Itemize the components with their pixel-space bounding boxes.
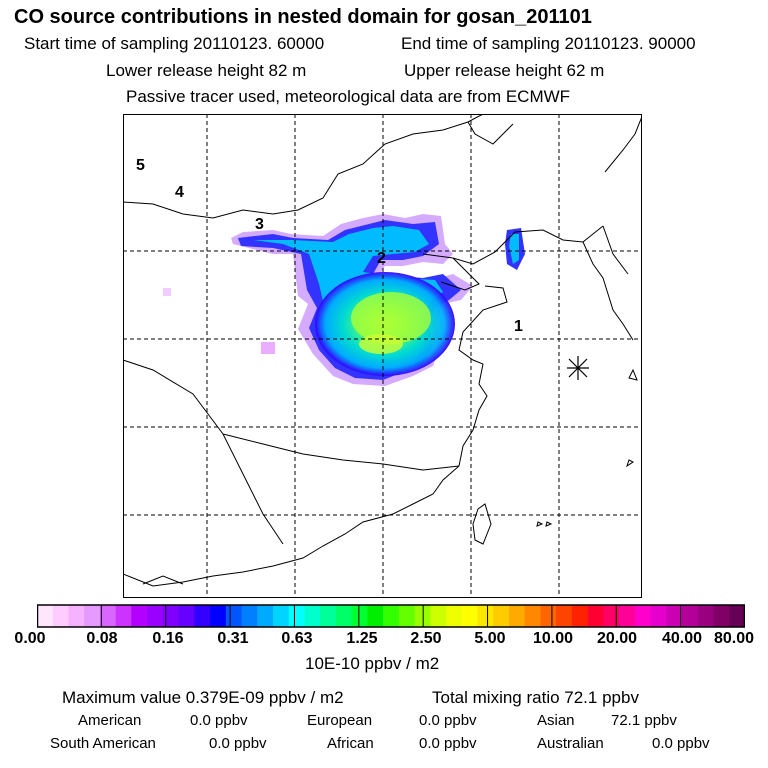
colorbar-label: 0.63 <box>281 630 313 647</box>
colorbar-swatch <box>131 605 148 627</box>
colorbar-swatch <box>713 605 730 627</box>
south-american-label: South American <box>50 735 156 752</box>
colorbar-swatch <box>571 605 589 627</box>
colorbar-label: 0.00 <box>14 630 46 647</box>
map-frame <box>123 114 642 598</box>
european-value: 0.0 ppbv <box>419 712 477 729</box>
colorbar-swatch <box>603 605 620 627</box>
european-label: European <box>307 712 373 729</box>
colorbar-label: 20.00 <box>596 630 638 647</box>
colorbar-swatch <box>697 605 715 627</box>
trajectory-marker-4: 4 <box>175 184 184 201</box>
colorbar-label: 40.00 <box>661 630 703 647</box>
colorbar-swatch <box>162 605 180 627</box>
colorbar-swatch <box>68 605 85 627</box>
colorbar-swatch <box>304 605 321 627</box>
trajectory-marker-2: 2 <box>377 250 386 267</box>
colorbar-swatch <box>210 605 227 627</box>
colorbar-swatch <box>147 605 164 627</box>
trajectory-marker-1: 1 <box>514 318 523 335</box>
australian-label: Australian <box>537 735 604 752</box>
colorbar-swatch <box>367 605 384 627</box>
african-value: 0.0 ppbv <box>419 735 477 752</box>
colorbar-swatch <box>430 605 447 627</box>
colorbar-label: 0.08 <box>86 630 118 647</box>
colorbar-swatch <box>619 605 636 627</box>
colorbar-swatch <box>383 605 400 627</box>
colorbar-swatch <box>320 605 337 627</box>
colorbar-label: 1.25 <box>346 630 378 647</box>
colorbar-swatch <box>524 605 541 627</box>
african-label: African <box>327 735 374 752</box>
colorbar-swatch <box>446 605 463 627</box>
colorbar-label: 0.16 <box>152 630 184 647</box>
map-panel: 1 2 3 4 5 <box>123 114 642 598</box>
colorbar <box>37 604 745 628</box>
colorbar-swatch <box>634 605 652 627</box>
colorbar-swatch <box>273 605 290 627</box>
south-american-value: 0.0 ppbv <box>209 735 267 752</box>
colorbar-label: 0.31 <box>217 630 249 647</box>
american-label: American <box>78 712 142 729</box>
colorbar-swatch <box>194 605 211 627</box>
australian-value: 0.0 ppbv <box>652 735 710 752</box>
colorbar-swatch <box>461 605 479 627</box>
colorbar-swatch <box>729 605 745 627</box>
concentration-field <box>163 214 525 386</box>
trajectory-marker-5: 5 <box>136 157 145 174</box>
colorbar-swatch <box>477 605 494 627</box>
end-time: End time of sampling 20110123. 90000 <box>401 34 696 53</box>
colorbar-label: 80.00 <box>713 630 755 647</box>
colorbar-swatch <box>84 605 101 627</box>
colorbar-swatch <box>225 605 243 627</box>
colorbar-swatch <box>288 605 305 627</box>
receptor-star-icon <box>567 356 589 380</box>
colorbar-label: 2.50 <box>410 630 442 647</box>
colorbar-swatch <box>682 605 699 627</box>
colorbar-label: 10.00 <box>532 630 574 647</box>
asian-label: Asian <box>537 712 575 729</box>
colorbar-swatch <box>493 605 510 627</box>
colorbar-swatch <box>335 605 353 627</box>
asian-value: 72.1 ppbv <box>611 712 677 729</box>
colorbar-swatch <box>178 605 195 627</box>
colorbar-swatch <box>666 605 683 627</box>
american-value: 0.0 ppbv <box>190 712 248 729</box>
colorbar-swatch <box>540 605 557 627</box>
start-time: Start time of sampling 20110123. 60000 <box>24 34 325 53</box>
colorbar-label: 5.00 <box>474 630 506 647</box>
lat-lon-grid <box>123 114 642 598</box>
colorbar-swatch <box>99 605 117 627</box>
colorbar-swatch <box>52 605 69 627</box>
colorbar-swatch <box>650 605 667 627</box>
colorbar-swatch <box>556 605 573 627</box>
colorbar-swatch <box>509 605 526 627</box>
total-mixing-ratio: Total mixing ratio 72.1 ppbv <box>432 688 639 707</box>
maximum-value: Maximum value 0.379E-09 ppbv / m2 <box>62 688 344 707</box>
colorbar-swatch <box>115 605 132 627</box>
lower-release-height: Lower release height 82 m <box>106 61 307 80</box>
upper-release-height: Upper release height 62 m <box>404 61 605 80</box>
colorbar-frame <box>37 604 745 628</box>
colorbar-swatch <box>37 605 54 627</box>
tracer-note: Passive tracer used, meteorological data… <box>126 87 571 106</box>
colorbar-unit: 10E-10 ppbv / m2 <box>305 654 440 673</box>
colorbar-swatch <box>351 605 368 627</box>
colorbar-swatch <box>398 605 416 627</box>
map-title: CO source contributions in nested domain… <box>14 6 592 28</box>
colorbar-swatch <box>241 605 258 627</box>
colorbar-swatch <box>587 605 604 627</box>
trajectory-marker-3: 3 <box>255 216 264 233</box>
colorbar-swatch <box>257 605 274 627</box>
